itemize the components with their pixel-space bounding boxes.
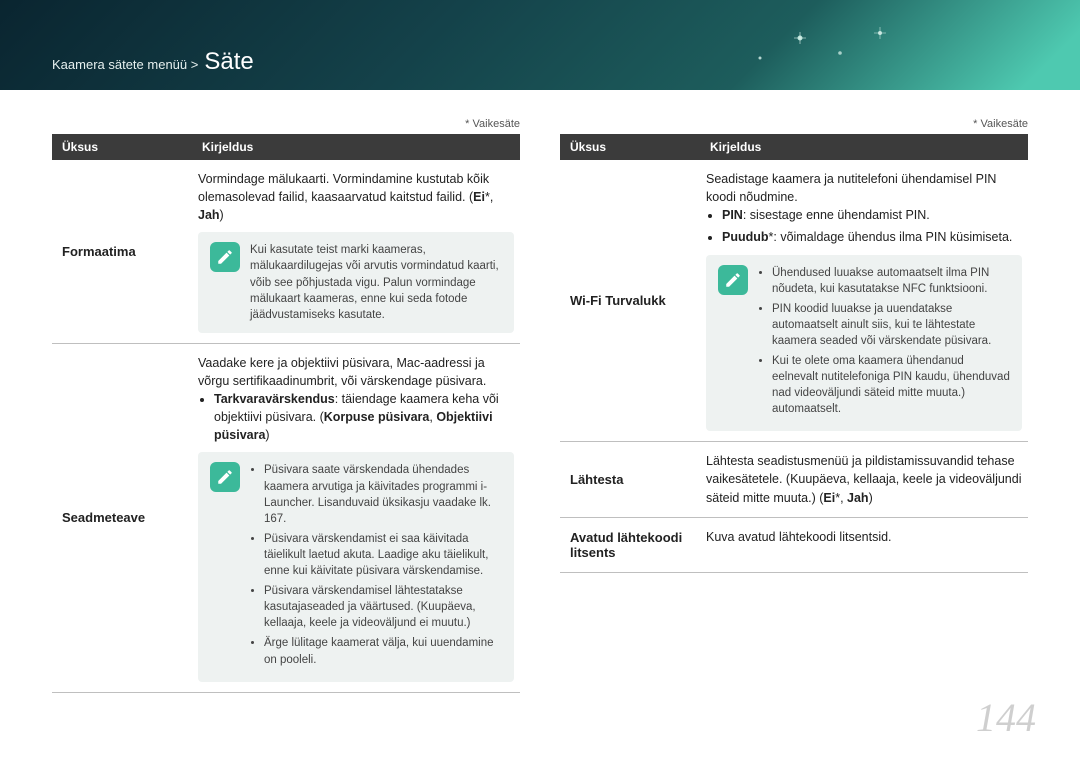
- table-row: Formaatima Vormindage mälukaarti. Vormin…: [52, 160, 520, 344]
- row-desc: Lähtesta seadistusmenüü ja pildistamissu…: [700, 442, 1028, 516]
- table-header-right: Üksus Kirjeldus: [560, 134, 1028, 160]
- page-number: 144: [976, 694, 1036, 741]
- row-item-label: Wi-Fi Turvalukk: [560, 160, 700, 441]
- table-row: Wi-Fi Turvalukk Seadistage kaamera ja nu…: [560, 160, 1028, 442]
- left-column: * Vaikesäte Üksus Kirjeldus Formaatima V…: [52, 118, 520, 693]
- page-header: Kaamera sätete menüü > Säte: [0, 0, 1080, 90]
- th-desc: Kirjeldus: [700, 134, 1028, 160]
- note-text: Püsivara saate värskendada ühendades kaa…: [250, 462, 502, 671]
- default-note-left: * Vaikesäte: [52, 118, 520, 130]
- note-text: Kui kasutate teist marki kaameras, mäluk…: [250, 242, 502, 322]
- row-desc: Vormindage mälukaarti. Vormindamine kust…: [192, 160, 520, 343]
- breadcrumb: Kaamera sätete menüü > Säte: [52, 48, 254, 76]
- right-column: * Vaikesäte Üksus Kirjeldus Wi-Fi Turval…: [560, 118, 1028, 693]
- breadcrumb-prefix: Kaamera sätete menüü >: [52, 57, 198, 72]
- pencil-icon: [210, 462, 240, 492]
- table-row: Seadmeteave Vaadake kere ja objektiivi p…: [52, 344, 520, 693]
- table-row: Lähtesta Lähtesta seadistusmenüü ja pild…: [560, 442, 1028, 517]
- note-box: Ühendused luuakse automaatselt ilma PIN …: [706, 255, 1022, 432]
- row-item-label: Seadmeteave: [52, 344, 192, 692]
- note-text: Ühendused luuakse automaatselt ilma PIN …: [758, 265, 1010, 422]
- row-item-label: Formaatima: [52, 160, 192, 343]
- pencil-icon: [718, 265, 748, 295]
- row-item-label: Avatud lähtekoodi litsents: [560, 518, 700, 572]
- desc-text: Lähtesta seadistusmenüü ja pildistamissu…: [706, 452, 1022, 506]
- row-desc: Vaadake kere ja objektiivi püsivara, Mac…: [192, 344, 520, 692]
- content-area: * Vaikesäte Üksus Kirjeldus Formaatima V…: [0, 90, 1080, 693]
- table-row: Avatud lähtekoodi litsents Kuva avatud l…: [560, 518, 1028, 573]
- header-decoration: [740, 18, 920, 78]
- desc-text: Kuva avatud lähtekoodi litsentsid.: [706, 528, 1022, 546]
- row-desc: Seadistage kaamera ja nutitelefoni ühend…: [700, 160, 1028, 441]
- pencil-icon: [210, 242, 240, 272]
- th-item: Üksus: [560, 134, 700, 160]
- row-desc: Kuva avatud lähtekoodi litsentsid.: [700, 518, 1028, 572]
- desc-text: Vaadake kere ja objektiivi püsivara, Mac…: [198, 354, 514, 445]
- default-note-right: * Vaikesäte: [560, 118, 1028, 130]
- note-box: Kui kasutate teist marki kaameras, mäluk…: [198, 232, 514, 332]
- desc-text: Vormindage mälukaarti. Vormindamine kust…: [198, 170, 514, 224]
- page-title: Säte: [204, 48, 253, 76]
- table-header-left: Üksus Kirjeldus: [52, 134, 520, 160]
- th-desc: Kirjeldus: [192, 134, 520, 160]
- desc-text: Seadistage kaamera ja nutitelefoni ühend…: [706, 170, 1022, 247]
- note-box: Püsivara saate värskendada ühendades kaa…: [198, 452, 514, 681]
- row-item-label: Lähtesta: [560, 442, 700, 516]
- th-item: Üksus: [52, 134, 192, 160]
